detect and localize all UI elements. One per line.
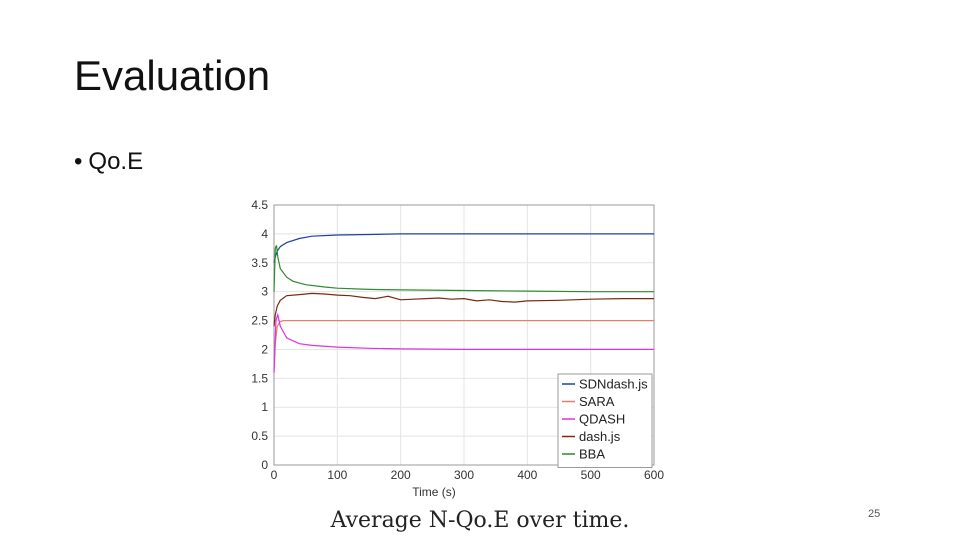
slide-title: Evaluation: [74, 52, 271, 99]
x-tick-label: 400: [517, 468, 537, 482]
legend-label: SDNdash.js: [579, 377, 648, 392]
y-tick-label: 0.5: [251, 429, 268, 443]
plot-frame: [273, 204, 655, 466]
bullet-marker: •: [74, 148, 83, 175]
x-tick-label: 300: [454, 468, 474, 482]
x-tick-label: 200: [391, 468, 411, 482]
series-line-bba: [273, 245, 654, 293]
x-tick-label: 100: [327, 468, 347, 482]
figure-caption: Average N-Qo.E over time.: [330, 508, 630, 533]
bullet-text: Qo.E: [88, 148, 144, 175]
series-line-dash-js: [273, 292, 654, 327]
x-tick-label: 500: [581, 468, 601, 482]
slide-number: 25: [868, 508, 881, 520]
x-axis-label: Time (s): [412, 485, 456, 499]
series-line-sara: [273, 319, 654, 373]
series-line-sdndash-js: [273, 233, 654, 263]
legend-label: SARA: [579, 394, 615, 409]
y-tick-label: 4: [261, 227, 268, 241]
bullet-item: • Qo.E: [74, 148, 143, 176]
legend-label: BBA: [579, 447, 605, 462]
legend-box: [557, 373, 653, 468]
y-tick-label: 2: [261, 342, 268, 356]
y-tick-label: 3: [261, 285, 268, 299]
y-tick-label: 2.5: [251, 314, 268, 328]
qoe-line-chart: 0 100 200 300 400 500 600 0 0.5 1 1.5 2 2.5 3 3.5 4 4.5 T…: [251, 198, 664, 499]
y-tick-label: 1: [261, 400, 268, 414]
legend-label: QDASH: [579, 412, 625, 427]
x-tick-label: 0: [271, 468, 278, 482]
x-tick-label: 600: [644, 468, 664, 482]
legend-label: dash.js: [579, 429, 621, 444]
series-line-qdash: [273, 312, 654, 373]
y-tick-label: 3.5: [251, 256, 268, 270]
y-tick-label: 0: [261, 458, 268, 472]
y-tick-label: 1.5: [251, 371, 268, 385]
y-tick-label: 4.5: [251, 198, 268, 212]
